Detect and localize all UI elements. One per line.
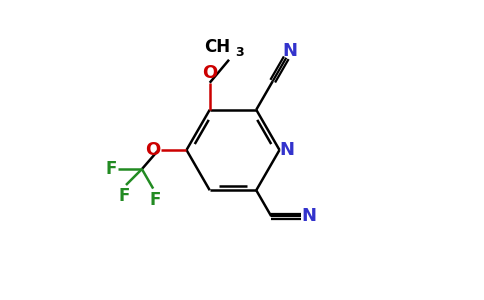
Text: F: F [119,188,130,206]
Text: F: F [106,160,117,178]
Text: F: F [150,191,161,209]
Text: O: O [202,64,217,82]
Text: N: N [283,42,298,60]
Text: CH: CH [204,38,230,56]
Text: N: N [279,141,294,159]
Text: 3: 3 [235,46,243,59]
Text: N: N [301,207,316,225]
Text: O: O [145,141,160,159]
